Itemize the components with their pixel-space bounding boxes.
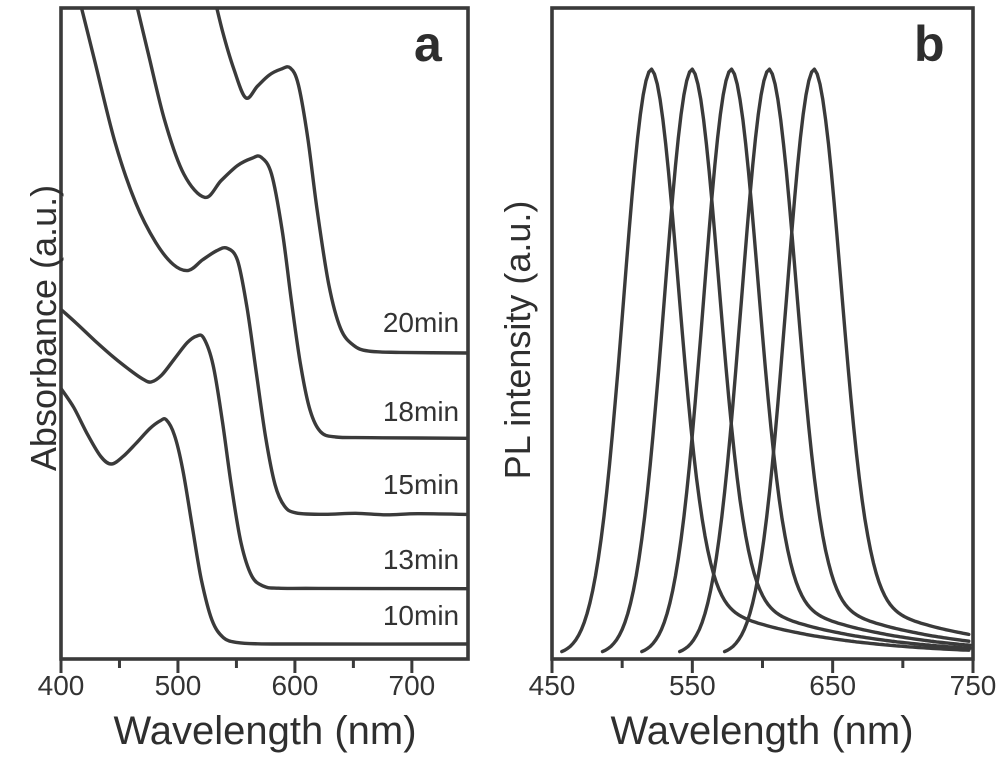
pl-curve-5-637nm [722, 67, 971, 654]
panel-a-y-axis-title: Absorbance (a.u.) [23, 184, 64, 472]
pl-curve-4-605nm [678, 67, 971, 654]
curve-label-18min: 18min [382, 396, 460, 427]
panel-a-letter: a [414, 16, 442, 72]
panel-a-tick-label-1: 500 [154, 670, 202, 701]
panel-a-tick-label-2: 600 [271, 670, 319, 701]
pl-curve-1-521nm [560, 67, 971, 654]
absorbance-curve-13min [62, 308, 467, 591]
absorbance-curve-15min [80, 9, 467, 517]
panel-a-frame [59, 6, 470, 661]
pl-curve-3-578nm [640, 67, 972, 654]
panel-b-letter: b [914, 16, 945, 72]
curve-label-20min: 20min [382, 307, 460, 338]
curve-label-15min: 15min [382, 469, 460, 500]
panel-b-tick-label-0: 450 [528, 670, 576, 701]
panel-a-tick-label-0: 400 [37, 670, 85, 701]
panel-a-x-axis-title: Wavelength (nm) [113, 709, 417, 753]
absorbance-curve-18min [135, 9, 467, 440]
curve-label-13min: 13min [382, 544, 460, 575]
absorbance-curve-20min [215, 9, 467, 355]
panel-b-curves [560, 67, 972, 654]
curve-label-10min: 10min [382, 600, 460, 631]
panel-a-curves [62, 9, 467, 646]
panel-b-x-axis-title: Wavelength (nm) [610, 709, 914, 753]
absorbance-curve-10min [62, 387, 467, 646]
panel-b-tick-label-2: 650 [809, 670, 857, 701]
panel-b-frame [550, 6, 975, 661]
panel-b-y-axis-title: PL intensity (a.u.) [497, 200, 538, 480]
panel-b-tick-label-3: 750 [949, 670, 997, 701]
panel-a-tick-label-3: 700 [388, 670, 436, 701]
panel-b-tick-label-1: 550 [668, 670, 716, 701]
pl-curve-2-550nm [600, 67, 972, 654]
